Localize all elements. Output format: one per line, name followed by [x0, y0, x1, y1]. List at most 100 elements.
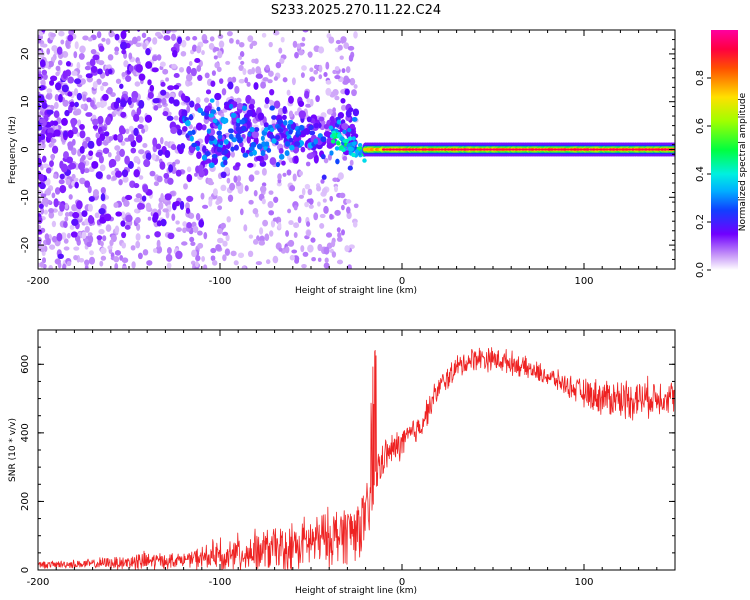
spectrogram-cell	[117, 135, 123, 140]
spectrogram-cell	[486, 148, 490, 150]
spectrogram-cell	[145, 115, 152, 123]
spectrogram-cell	[100, 85, 104, 91]
spectrogram-cell	[332, 107, 336, 113]
spectrogram-cell	[152, 67, 159, 72]
spectrogram-cell	[135, 81, 141, 86]
spectrogram-cell	[197, 243, 203, 249]
spectrogram-cell	[352, 136, 356, 140]
spectrogram-cell	[340, 98, 345, 103]
spectrogram-cell	[592, 148, 596, 150]
spectrogram-cell	[212, 154, 218, 158]
spectrogram-cell	[162, 208, 168, 212]
spectrogram-cell	[351, 89, 357, 96]
spectrogram-cell	[334, 96, 339, 100]
spectrogram-cell	[186, 196, 193, 202]
spectrogram-cell	[181, 93, 186, 101]
spectrogram-xtick-label: 100	[574, 276, 593, 287]
spectrogram-cell	[213, 188, 218, 196]
snr-xtick-label: -100	[209, 577, 232, 588]
spectrogram-cell	[298, 101, 304, 107]
spectrogram-cell	[65, 41, 70, 48]
spectrogram-cell	[115, 34, 120, 41]
spectrogram-cell	[141, 128, 145, 134]
spectrogram-cell	[167, 178, 173, 185]
spectrogram-cell	[98, 229, 104, 234]
spectrogram-cell	[188, 81, 192, 85]
spectrogram-cell	[47, 109, 54, 114]
spectrogram-cell	[165, 77, 169, 81]
spectrogram-cell	[56, 66, 61, 71]
spectrogram-cell	[225, 61, 230, 65]
spectrogram-cell	[287, 169, 292, 175]
spectrogram-cell	[285, 230, 289, 237]
spectrogram-cell	[247, 132, 251, 137]
spectrogram-cell	[55, 82, 61, 90]
spectrogram-cell	[93, 189, 99, 197]
spectrogram-cell	[352, 142, 356, 146]
spectrogram-cell	[119, 84, 123, 89]
chart-title: S233.2025.270.11.22.C24	[271, 3, 441, 18]
spectrogram-cell	[289, 145, 295, 151]
spectrogram-cell	[41, 44, 47, 48]
spectrogram-cell	[576, 148, 580, 150]
spectrogram-cell	[52, 193, 56, 199]
spectrogram-cell	[122, 257, 128, 263]
spectrogram-cell	[550, 148, 554, 150]
spectrogram-cell	[418, 148, 422, 150]
spectrogram-cell	[168, 233, 175, 240]
spectrogram-cell	[288, 130, 292, 135]
spectrogram-cell	[340, 145, 344, 149]
spectrogram-cell	[325, 257, 329, 262]
spectrogram-cell	[152, 55, 158, 61]
spectrogram-cell	[128, 52, 132, 59]
spectrogram-cell	[547, 148, 551, 150]
spectrogram-cell	[203, 232, 207, 239]
spectrogram-cell	[62, 85, 69, 93]
spectrogram-cell	[56, 233, 62, 242]
spectrogram-cell	[189, 101, 194, 108]
spectrogram-cell	[108, 69, 113, 74]
spectrogram-cell	[133, 114, 139, 122]
spectrogram-cell	[341, 205, 345, 211]
spectrogram-cell	[152, 37, 157, 45]
spectrogram-cell	[253, 239, 258, 245]
spectrogram-cell	[251, 67, 255, 74]
spectrogram-cell	[318, 258, 322, 262]
spectrogram-cell	[256, 73, 263, 78]
spectrogram-cell	[302, 37, 306, 42]
spectrogram-cell	[282, 173, 286, 177]
spectrogram-cell	[489, 148, 493, 150]
spectrogram-cell	[222, 254, 226, 261]
spectrogram-cell	[186, 174, 192, 182]
spectrogram-cell	[208, 113, 214, 117]
spectrogram-cell	[317, 201, 321, 206]
spectrogram-cell	[476, 148, 480, 150]
spectrogram-cell	[154, 105, 159, 111]
spectrogram-cell	[331, 139, 335, 143]
spectrogram-cell	[154, 181, 159, 186]
spectrogram-cell	[249, 127, 254, 133]
spectrogram-cell	[198, 170, 204, 177]
spectrogram-cell	[447, 148, 451, 150]
spectrogram-cell	[314, 123, 320, 129]
spectrogram-cell	[146, 260, 152, 266]
spectrogram-cell	[105, 116, 111, 125]
spectrogram-cell	[341, 37, 345, 44]
spectrogram-cell	[216, 131, 221, 136]
spectrogram-cell	[160, 137, 164, 144]
spectrogram-cell	[138, 100, 144, 109]
spectrogram-cell	[171, 34, 176, 41]
spectrogram-cell	[177, 144, 181, 151]
spectrogram-cell	[136, 64, 143, 73]
spectrogram-cell	[115, 171, 122, 178]
spectrogram-cell	[196, 97, 201, 104]
spectrogram-cell	[146, 203, 152, 211]
spectrogram-cell	[210, 81, 215, 87]
spectrogram-cell	[128, 22, 134, 30]
spectrogram-cell	[444, 148, 448, 150]
spectrogram-cell	[82, 231, 87, 238]
spectrogram-cell	[528, 148, 532, 150]
spectrogram-cell	[306, 221, 310, 227]
spectrogram-cell	[298, 216, 302, 223]
spectrogram-cell	[212, 70, 216, 76]
